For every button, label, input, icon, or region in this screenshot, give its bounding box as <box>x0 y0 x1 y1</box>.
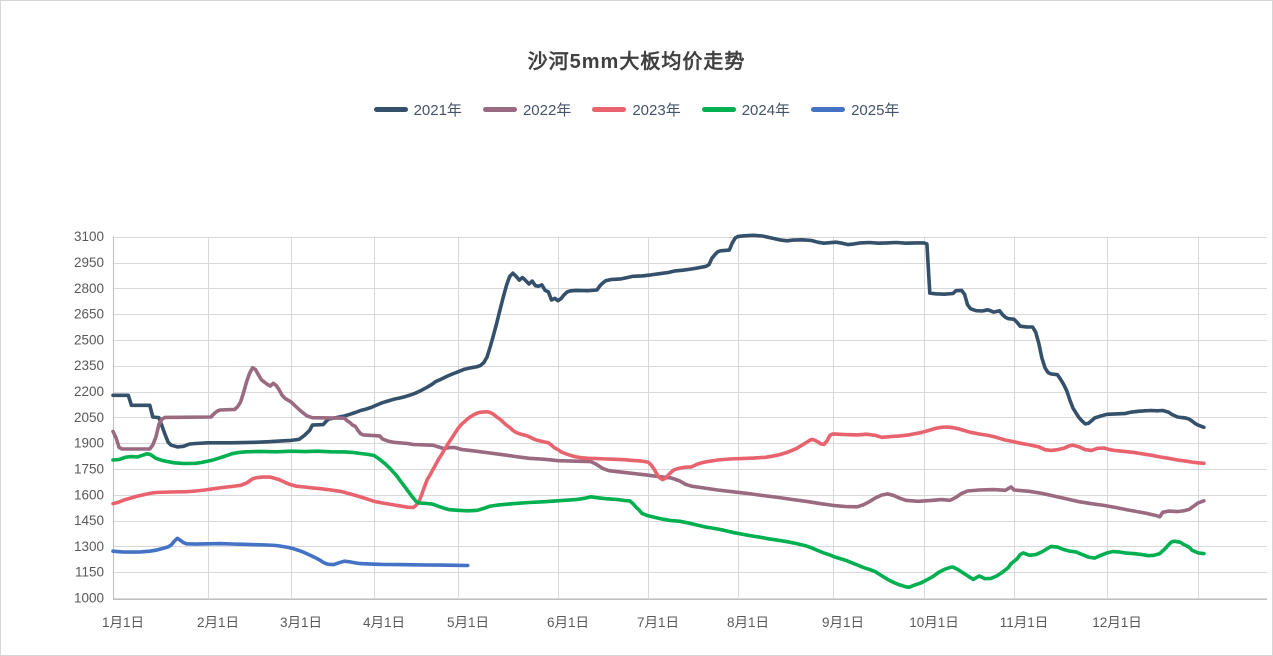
y-tick-label: 1900 <box>74 436 104 451</box>
legend-label: 2025年 <box>851 102 900 119</box>
legend-label: 2021年 <box>413 102 462 119</box>
x-axis-ticks: 1月1日 2月1日 3月1日 4月1日 5月1日 6月1日 7月1日 8月1日 9月1日 10月1… <box>102 615 1142 630</box>
y-tick-label: 2800 <box>74 281 104 296</box>
legend-swatch-icon <box>701 107 736 112</box>
y-tick-label: 1600 <box>74 487 104 502</box>
gridlines <box>113 236 1267 599</box>
y-tick-label: 1750 <box>74 461 104 476</box>
y-tick-label: 1300 <box>74 539 104 554</box>
x-tick-label: 11月1日 <box>1000 615 1049 630</box>
y-tick-label: 2500 <box>74 332 104 347</box>
x-tick-label: 3月1日 <box>280 615 322 630</box>
x-tick-label: 8月1日 <box>727 615 769 630</box>
x-tick-label: 5月1日 <box>447 615 489 630</box>
legend-item-2025: 2025年 <box>811 99 899 120</box>
chart-title: 沙河5mm大板均价走势 <box>527 51 746 73</box>
legend-item-2023: 2023年 <box>592 99 681 120</box>
series-line-2023 <box>111 409 1206 510</box>
y-axis-ticks: 1000 1150 1300 1450 1600 1750 1900 2050 2200 2350… <box>74 229 104 605</box>
x-tick-label: 10月1日 <box>909 615 959 630</box>
y-tick-label: 2200 <box>74 384 104 399</box>
axes <box>113 236 1267 600</box>
y-tick-label: 2650 <box>74 307 104 322</box>
legend-swatch-icon <box>373 107 408 112</box>
series-line-2025 <box>111 536 470 568</box>
x-tick-label: 1月1日 <box>102 615 144 630</box>
y-tick-label: 2350 <box>74 358 104 373</box>
y-tick-label: 1000 <box>74 591 104 606</box>
y-tick-label: 2950 <box>74 255 104 270</box>
x-tick-label: 6月1日 <box>547 615 589 630</box>
legend-item-2024: 2024年 <box>701 99 791 120</box>
series-line-2021 <box>111 233 1206 449</box>
y-tick-label: 3100 <box>74 229 104 244</box>
legend-item-2022: 2022年 <box>482 99 572 120</box>
series-line-2022 <box>111 365 1206 519</box>
y-tick-label: 2050 <box>74 410 104 425</box>
legend-label: 2023年 <box>632 102 681 119</box>
legend-label: 2024年 <box>741 102 791 119</box>
legend-swatch-icon <box>592 107 627 112</box>
series-line-2024 <box>111 449 1206 590</box>
y-tick-label: 1450 <box>74 513 104 528</box>
legend: 2021年 2022年 2023年 2024年 2025年 <box>1 99 1272 120</box>
legend-swatch-icon <box>811 107 846 112</box>
legend-label: 2022年 <box>522 102 572 119</box>
legend-item-2021: 2021年 <box>373 99 462 120</box>
y-tick-label: 1150 <box>75 565 104 580</box>
legend-swatch-icon <box>482 107 517 112</box>
x-tick-label: 12月1日 <box>1092 615 1142 630</box>
x-tick-label: 2月1日 <box>197 615 239 630</box>
x-tick-label: 4月1日 <box>363 615 405 630</box>
x-tick-label: 9月1日 <box>822 615 864 630</box>
x-tick-label: 7月1日 <box>637 615 679 630</box>
